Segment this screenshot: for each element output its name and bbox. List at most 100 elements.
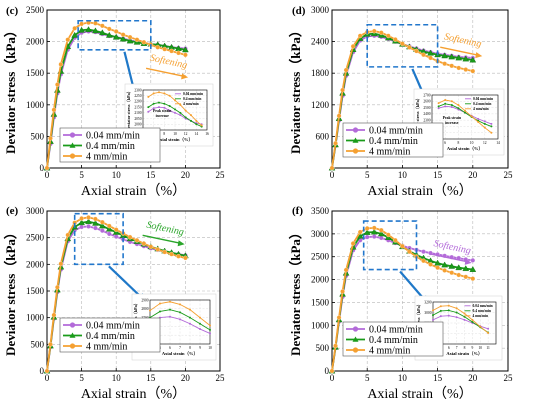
- inset-data-point: [152, 102, 155, 105]
- inset-data-point: [490, 125, 493, 128]
- x-axis-label: Axial strain（%）: [81, 386, 186, 401]
- legend-label: 4 mm/min: [86, 152, 127, 163]
- y-tick-label: 1500: [311, 297, 330, 307]
- legend-swatch-marker: [69, 153, 76, 159]
- zoom-box: [73, 212, 124, 266]
- legend-swatch-marker: [352, 148, 359, 154]
- data-point: [340, 87, 345, 93]
- data-point: [51, 312, 57, 318]
- y-tick-label: 500: [31, 339, 45, 349]
- inset-y-axis-label: Deviator stress（kPa）: [126, 89, 132, 131]
- inset-x-axis-label: Axial strain（%）: [447, 146, 483, 152]
- legend-label: 0.4 mm/min: [369, 335, 418, 346]
- panel-2: 0 5 10 15 20 25 0 500 1000 1500 2000 2500 3000 Axial …: [3, 205, 225, 401]
- inset-data-point: [184, 109, 187, 112]
- inset-data-point: [195, 119, 198, 122]
- x-tick-label: 10: [398, 373, 408, 383]
- data-point: [86, 215, 91, 220]
- data-point: [469, 56, 477, 63]
- inset-x-tick-label: 7: [456, 346, 458, 350]
- inset-y-tick-label: 3200: [424, 300, 431, 304]
- inset-x-axis-label: Axial strain（%）: [446, 351, 482, 357]
- data-point: [169, 48, 174, 54]
- softening-annotation: Softening: [443, 31, 482, 50]
- inset-x-tick-label: 9: [471, 346, 473, 350]
- inset-x-tick-label: 16: [205, 132, 209, 136]
- inset-data-point: [179, 318, 181, 321]
- legend-swatch-marker: [352, 347, 359, 353]
- inset-data-point: [457, 107, 460, 110]
- legend-label: 4 mm/min: [369, 147, 410, 158]
- data-point: [370, 228, 378, 235]
- y-tick-label: 1000: [311, 320, 330, 330]
- inset-data-point: [447, 314, 450, 317]
- inset-data-point: [147, 95, 150, 98]
- data-point: [343, 67, 349, 73]
- x-tick-label: 0: [45, 170, 50, 180]
- inset-series-line-2: [432, 305, 489, 334]
- inset-y-tick-label: 2200: [134, 100, 141, 104]
- y-tick-label: 600: [316, 131, 330, 141]
- data-point: [333, 343, 338, 349]
- inset-annotation: Peak strain: [153, 109, 172, 113]
- inset-data-point: [479, 325, 482, 328]
- inset-data-point: [168, 94, 171, 97]
- data-point: [371, 234, 377, 239]
- inset-data-point: [464, 111, 466, 114]
- data-point: [442, 268, 447, 273]
- inset-data-point: [199, 316, 201, 319]
- data-point: [350, 241, 356, 246]
- legend-swatch-marker: [69, 343, 76, 349]
- data-point: [78, 26, 85, 33]
- data-point: [456, 272, 462, 278]
- softening-arrow: [145, 67, 185, 78]
- y-axis-label: Deviator stress（kPa）: [288, 226, 303, 356]
- inset-annotation: increase: [445, 121, 459, 125]
- data-point: [470, 258, 476, 263]
- data-point: [385, 232, 391, 238]
- legend-swatch-marker: [69, 132, 76, 138]
- inset-data-point: [158, 106, 160, 109]
- data-point: [99, 29, 106, 36]
- inset-y-tick-label: 2500: [423, 106, 430, 110]
- data-point: [336, 315, 342, 320]
- inset-legend-label: 0.04 mm/min: [473, 304, 493, 308]
- data-point: [414, 48, 419, 54]
- softening-arrow: [142, 234, 181, 244]
- data-point: [155, 44, 161, 50]
- data-point: [85, 218, 92, 225]
- inset-data-point: [159, 310, 161, 313]
- data-point: [55, 284, 60, 290]
- inset-data-point: [455, 316, 458, 319]
- x-tick-label: 25: [504, 170, 514, 180]
- data-point: [400, 41, 405, 47]
- y-tick-label: 2000: [26, 37, 45, 47]
- inset-x-tick-label: 9: [199, 346, 201, 350]
- inset-frame: [431, 94, 499, 140]
- data-point: [106, 26, 112, 32]
- y-tick-label: 3000: [26, 206, 45, 216]
- plot-frame: [331, 210, 509, 372]
- y-tick-label: 1000: [26, 313, 45, 323]
- y-tick-label: 0: [40, 163, 45, 173]
- x-tick-label: 25: [216, 170, 226, 180]
- softening-annotation: Softening: [146, 220, 185, 239]
- zoom-box: [366, 23, 439, 68]
- x-tick-label: 20: [468, 170, 478, 180]
- inset-data-point: [190, 114, 192, 117]
- x-tick-label: 5: [79, 373, 84, 383]
- inset-annotation: Peak strain: [443, 116, 462, 120]
- inset-y-tick-label: 3000: [424, 311, 431, 315]
- legend-label: 4 mm/min: [86, 342, 127, 353]
- inset-x-tick-label: 6: [448, 346, 450, 350]
- data-point: [155, 247, 161, 252]
- data-point: [79, 21, 84, 27]
- inset-series-line-1: [432, 309, 489, 333]
- inset-y-tick-label: 2000: [134, 123, 141, 127]
- inset-x-tick-label: 8: [458, 141, 460, 145]
- inset-x-tick-label: 12: [184, 132, 188, 136]
- inset-data-point: [174, 99, 176, 102]
- inset-data-point: [152, 107, 155, 110]
- y-tick-label: 2400: [311, 37, 330, 47]
- inset-y-axis-label: Deviator stress（kPa）: [415, 96, 421, 138]
